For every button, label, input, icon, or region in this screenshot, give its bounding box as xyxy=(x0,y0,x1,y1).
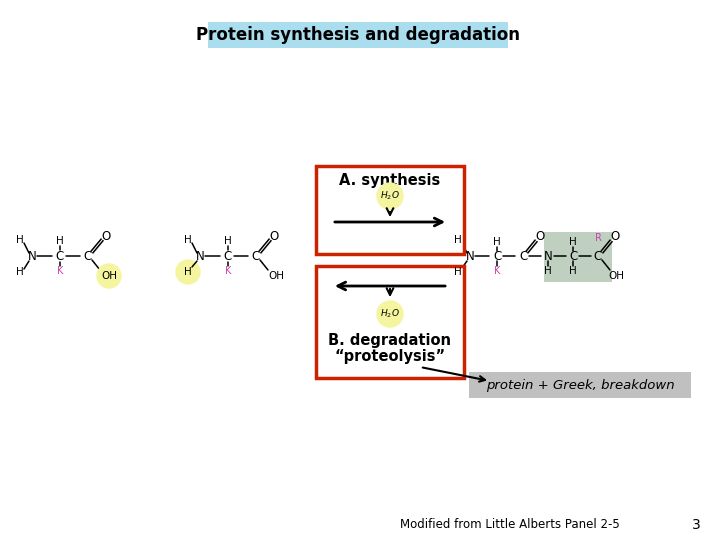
Text: C: C xyxy=(224,249,232,262)
Text: $H_2O$: $H_2O$ xyxy=(380,190,400,202)
Text: H: H xyxy=(224,236,232,246)
Text: $H_2O$: $H_2O$ xyxy=(380,308,400,320)
Text: “proteolysis”: “proteolysis” xyxy=(334,348,446,363)
Bar xyxy=(316,266,464,378)
Bar xyxy=(544,232,612,282)
Text: K: K xyxy=(57,266,63,276)
Circle shape xyxy=(176,260,200,284)
Text: H: H xyxy=(454,235,462,245)
Text: C: C xyxy=(493,249,501,262)
Text: N: N xyxy=(196,249,204,262)
Text: OH: OH xyxy=(101,271,117,281)
Text: H: H xyxy=(16,267,24,277)
Text: C: C xyxy=(594,249,602,262)
Text: A. synthesis: A. synthesis xyxy=(339,172,441,187)
Bar xyxy=(208,22,508,48)
Text: H: H xyxy=(184,267,192,277)
Text: Modified from Little Alberts Panel 2-5: Modified from Little Alberts Panel 2-5 xyxy=(400,518,620,531)
Text: H: H xyxy=(16,235,24,245)
Text: B. degradation: B. degradation xyxy=(328,333,451,348)
Bar xyxy=(469,372,691,398)
Text: H: H xyxy=(56,236,64,246)
Text: H: H xyxy=(544,266,552,276)
Text: N: N xyxy=(544,249,552,262)
Text: H: H xyxy=(569,266,577,276)
Text: O: O xyxy=(102,230,111,242)
Text: K: K xyxy=(225,266,231,276)
Text: OH: OH xyxy=(268,271,284,281)
Text: O: O xyxy=(611,231,620,244)
Text: N: N xyxy=(466,249,474,262)
Text: R: R xyxy=(595,233,601,243)
Text: O: O xyxy=(269,230,279,242)
Text: Protein synthesis and degradation: Protein synthesis and degradation xyxy=(196,26,520,44)
Text: H: H xyxy=(569,237,577,247)
Text: protein + Greek, breakdown: protein + Greek, breakdown xyxy=(486,379,675,392)
Circle shape xyxy=(97,264,121,288)
Text: N: N xyxy=(27,249,37,262)
Text: C: C xyxy=(252,249,260,262)
Circle shape xyxy=(377,301,403,327)
Text: K: K xyxy=(494,266,500,276)
Text: C: C xyxy=(569,249,577,262)
Text: H: H xyxy=(184,235,192,245)
Text: OH: OH xyxy=(608,271,624,281)
Text: O: O xyxy=(536,231,544,244)
Bar xyxy=(316,166,464,254)
Circle shape xyxy=(377,183,403,209)
Text: 3: 3 xyxy=(692,518,701,532)
Text: C: C xyxy=(84,249,92,262)
Text: H: H xyxy=(493,237,501,247)
Text: H: H xyxy=(454,267,462,277)
Text: C: C xyxy=(519,249,527,262)
Text: C: C xyxy=(56,249,64,262)
